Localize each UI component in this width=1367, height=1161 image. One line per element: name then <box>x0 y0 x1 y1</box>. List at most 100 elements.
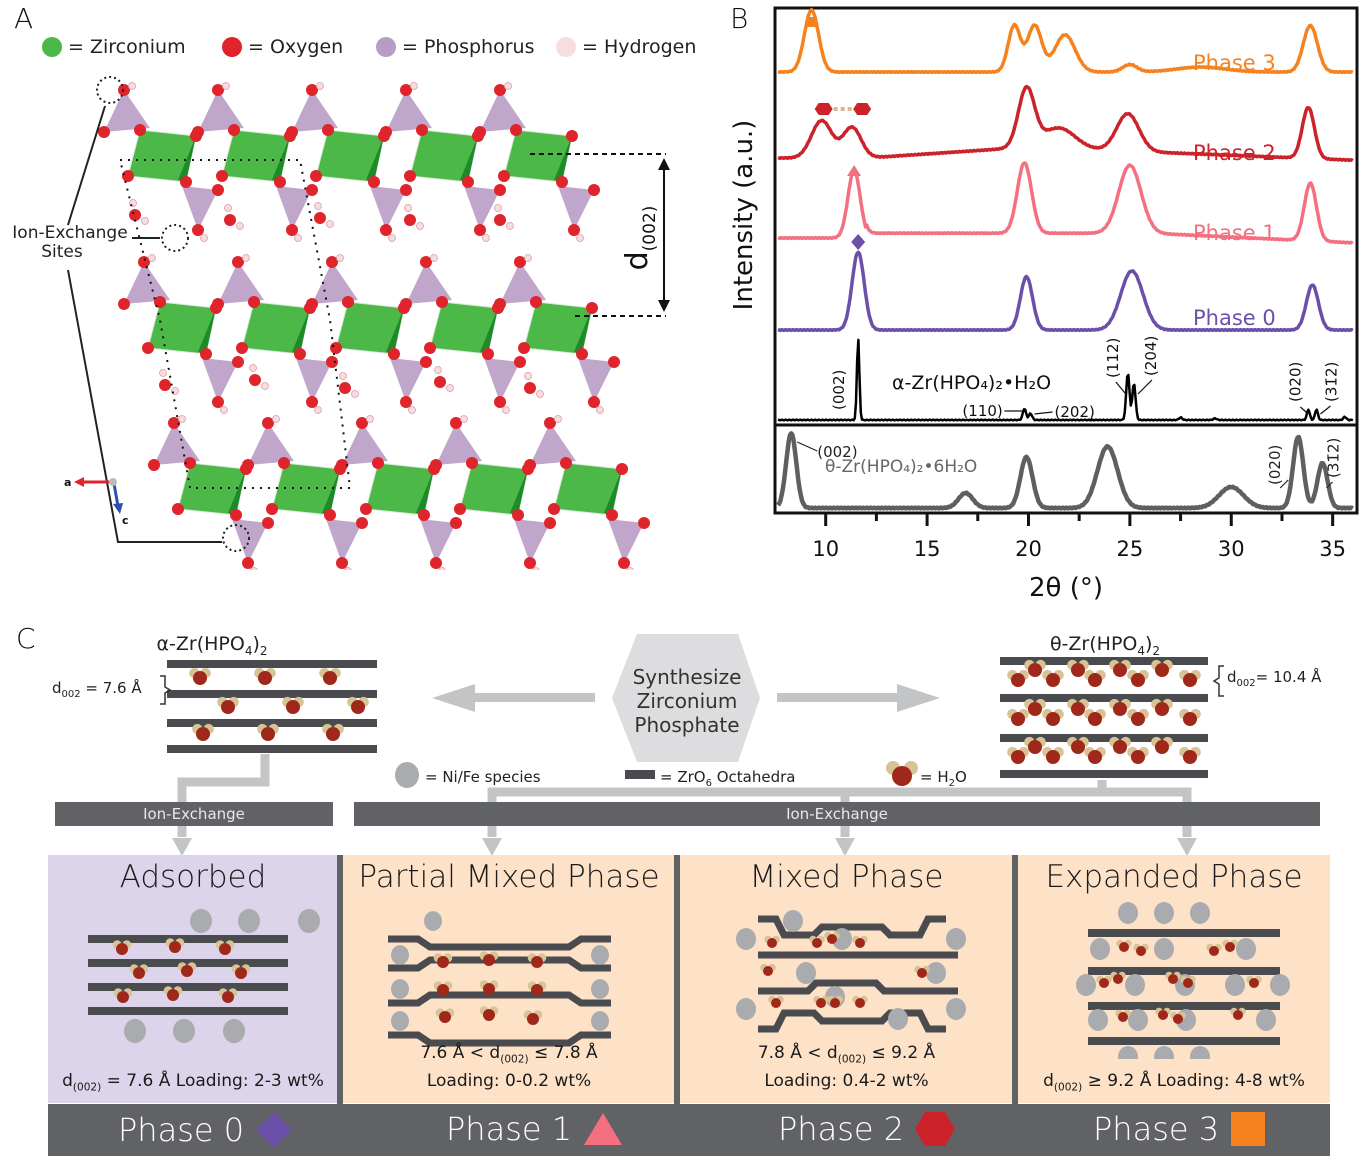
po4-tetrahedron <box>312 262 358 304</box>
water-molecule <box>231 964 251 979</box>
phase-card-3: Expanded Phase d(002) ≥ 9.2 Å Loading: 4… <box>1018 855 1330 1103</box>
zro6-layer <box>167 660 377 668</box>
nife-species <box>1076 974 1096 996</box>
water-molecule <box>1042 746 1064 764</box>
zro6-layer <box>1000 694 1208 702</box>
hexagon-icon <box>915 1112 956 1146</box>
square-icon <box>1231 1112 1266 1146</box>
water-molecule <box>218 988 238 1003</box>
oxygen-atom <box>360 503 372 515</box>
hydrogen-atom <box>438 567 446 570</box>
callout-line-bottom <box>67 269 222 543</box>
zro6-layer <box>167 745 377 753</box>
x-tick-label: 25 <box>1117 537 1144 561</box>
water-molecule <box>1024 659 1046 677</box>
hydrogen-atom <box>316 82 324 90</box>
xrd-series <box>776 7 1354 511</box>
oxygen-atom <box>294 348 306 360</box>
oxygen-atom <box>142 342 154 354</box>
oxygen-atom <box>606 509 618 521</box>
oxygen-atom <box>482 348 494 360</box>
phase-card-2: Mixed Phase 7.8 Å < d(002) ≤ 9.2 Å Loadi… <box>680 855 1013 1103</box>
water-molecule <box>254 667 276 685</box>
water-molecule <box>163 986 183 1001</box>
nife-species <box>223 1018 245 1044</box>
oxygen-atom <box>138 256 150 268</box>
miller-index-annotations: (002) (110) (202) (112) (204) (020) (31̄2) (002… <box>796 336 1343 489</box>
water-molecule <box>215 940 235 955</box>
oxygen-atom <box>212 298 224 310</box>
water-molecule <box>764 935 780 948</box>
phase-schematic <box>88 908 320 1044</box>
nife-species <box>391 945 409 965</box>
oxygen-atom <box>242 459 254 471</box>
oxygen-atom <box>306 298 318 310</box>
ion-exchange-site-circle <box>222 524 250 552</box>
oxygen-atom <box>306 84 318 96</box>
phase-1-label: Phase 1 <box>446 1110 624 1148</box>
arrow-right-icon <box>897 684 940 712</box>
oxygen-atom <box>474 126 486 138</box>
hydrogen-atom <box>532 567 540 570</box>
theta-series-label: θ-Zr(HPO₄)₂•6H₂O <box>825 457 977 477</box>
water-molecule <box>1007 669 1029 687</box>
water-molecule <box>347 696 369 714</box>
miller-index-label: (002) <box>817 443 857 461</box>
oxygen-atom <box>324 509 336 521</box>
oxygen-atom <box>474 224 486 236</box>
zro6-layer-bent <box>388 1031 611 1047</box>
oxygen-atom <box>498 170 510 182</box>
water-molecule <box>1151 698 1173 716</box>
hydrogen-atom <box>460 415 468 423</box>
legend-zirconium: = Zirconium <box>42 36 186 58</box>
oxygen-atom <box>368 176 380 188</box>
ion-exchange-bar-right: Ion-Exchange <box>354 802 1320 826</box>
zro6-layer <box>88 935 288 943</box>
po4-tetrahedron <box>480 90 526 132</box>
axis-c-label: c <box>122 514 129 527</box>
zro6-octahedron <box>315 129 385 183</box>
nife-species <box>1118 1046 1138 1059</box>
oxygen-atom <box>326 356 338 368</box>
arrow-left-icon <box>432 684 475 712</box>
oxygen-atom <box>608 356 620 368</box>
water-oxygen <box>129 209 141 221</box>
oxygen-atom <box>454 503 466 515</box>
water-molecule <box>1007 746 1029 764</box>
phase-loading-text: Loading: 0.4-2 wt% <box>764 1071 929 1091</box>
zro6-legend-label: = ZrO6 Octahedra <box>660 768 795 789</box>
zro6-octahedron <box>503 129 573 183</box>
zro6-layer <box>88 1007 288 1015</box>
water-molecule <box>1084 669 1106 687</box>
x-tick-label: 30 <box>1218 537 1245 561</box>
legend-hydrogen-label: = Hydrogen <box>582 36 697 58</box>
hydrogen-atom <box>388 234 396 242</box>
legend-oxygen: = Oxygen <box>222 36 343 58</box>
hydrogen-atom <box>200 234 208 242</box>
phase-spacing-text: 7.8 Å < d(002) ≤ 9.2 Å <box>757 1043 936 1066</box>
h2o-legend-label: = H2O <box>920 768 967 789</box>
nife-species <box>1225 974 1245 996</box>
arrow-down-icon <box>172 838 192 855</box>
d002-label: d(002) <box>620 206 660 271</box>
legend-oxygen-label: = Oxygen <box>248 36 344 58</box>
oxygen-atom <box>514 356 526 368</box>
oxygen-atom <box>400 298 412 310</box>
nife-species <box>238 908 260 934</box>
water-molecule <box>1206 943 1222 956</box>
water-molecule <box>189 667 211 685</box>
zro6-layer <box>88 959 288 967</box>
zro6-octahedron <box>127 129 197 183</box>
water-molecule <box>1151 736 1173 754</box>
po4-tetrahedron <box>514 519 550 563</box>
water-oxygen <box>434 376 446 388</box>
water-molecule <box>113 988 133 1003</box>
water-molecule <box>479 951 499 966</box>
nife-legend-icon <box>395 762 419 788</box>
water-molecule <box>1116 939 1132 952</box>
miller-index-label: (020) <box>1266 445 1284 485</box>
oxygen-atom <box>430 557 442 569</box>
oxygen-atom <box>228 124 240 136</box>
po4-tetrahedron <box>500 262 546 304</box>
phase-card-1: Partial Mixed Phase 7.6 Å < d(002) ≤ 7.8… <box>343 855 675 1103</box>
